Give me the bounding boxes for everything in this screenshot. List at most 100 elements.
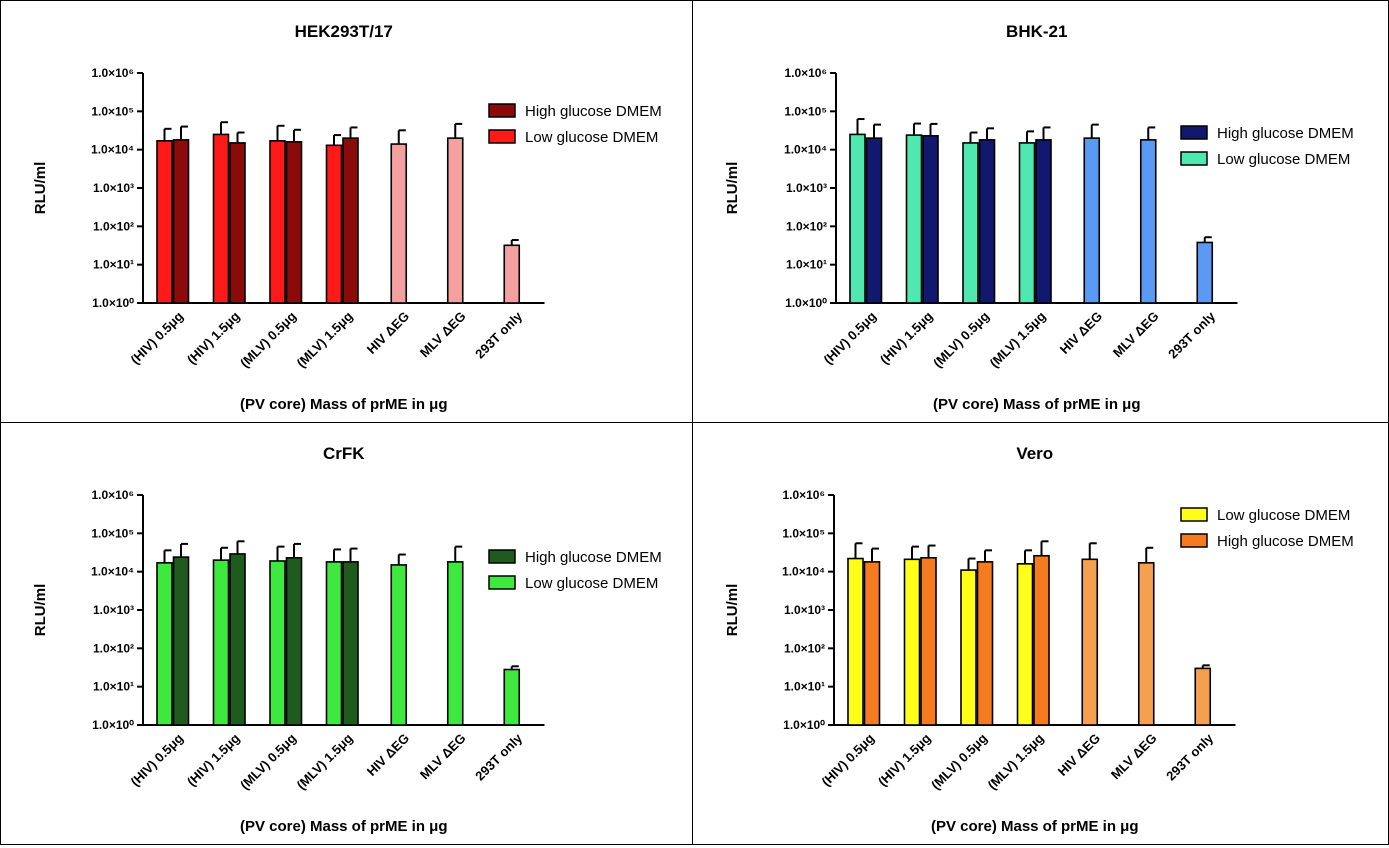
y-tick-label: 1.0×10¹: [784, 680, 825, 694]
y-tick-label: 1.0×10²: [784, 641, 825, 655]
y-tick-label: 1.0×10⁴: [91, 143, 134, 157]
x-tick-label: 293T only: [472, 730, 526, 784]
y-tick-label: 1.0×10⁶: [91, 488, 134, 502]
bar: [325, 561, 343, 726]
bar: [962, 142, 979, 304]
legend-swatch: [1180, 151, 1208, 166]
chart-title: CrFK: [323, 444, 365, 463]
legend-label: High glucose DMEM: [1217, 125, 1354, 142]
legend-swatch: [488, 103, 516, 118]
x-tick-label: (MLV) 0.5μg: [928, 730, 990, 792]
y-tick-label: 1.0×10⁵: [784, 104, 827, 118]
chart-panel-crfk: CrFK RLU/ml (PV core) Mass of prME in μg 1.…: [0, 422, 692, 845]
y-tick-label: 1.0×10⁵: [782, 526, 825, 540]
chart-panel-vero: Vero RLU/ml (PV core) Mass of prME in μg 1.…: [692, 422, 1389, 845]
bar: [156, 562, 173, 726]
bar: [847, 557, 864, 726]
bar: [156, 140, 173, 304]
legend-swatch: [1180, 507, 1208, 522]
bar: [903, 558, 921, 726]
x-axis-label: (PV core) Mass of prME in μg: [240, 818, 448, 835]
y-tick-label: 1.0×10²: [786, 219, 827, 233]
chart-vero: Vero RLU/ml (PV core) Mass of prME in μg 1.…: [724, 444, 1354, 835]
y-tick-label: 1.0×10⁴: [91, 565, 134, 579]
bar: [1194, 667, 1212, 726]
y-axis-label: RLU/ml: [32, 162, 49, 215]
x-tick-label: (HIV) 0.5μg: [818, 730, 877, 789]
y-tick-label: 1.0×10⁵: [91, 104, 134, 118]
chart-title: Vero: [1016, 444, 1053, 463]
y-axis-label: RLU/ml: [32, 584, 49, 637]
chart-bhk21: BHK-21 RLU/ml (PV core) Mass of prME in μg…: [724, 22, 1354, 413]
bar: [865, 137, 883, 304]
bar: [1081, 558, 1099, 726]
y-tick-label: 1.0×10⁶: [782, 488, 825, 502]
y-tick-label: 1.0×10¹: [786, 258, 827, 272]
legend-label: Low glucose DMEM: [525, 575, 658, 592]
y-tick-label: 1.0×10⁶: [91, 66, 134, 80]
legend-label: Low glucose DMEM: [1217, 151, 1350, 168]
bar: [390, 143, 408, 304]
bar: [446, 561, 464, 726]
bar: [960, 569, 977, 726]
bar: [342, 561, 359, 726]
bar: [285, 141, 303, 304]
legend-label: Low glucose DMEM: [1217, 507, 1350, 524]
x-tick-label: (HIV) 1.5μg: [875, 730, 934, 789]
bar: [1018, 142, 1036, 304]
y-axis-label: RLU/ml: [724, 584, 741, 637]
bar: [978, 139, 996, 304]
x-tick-label: 293T only: [1165, 308, 1219, 362]
y-tick-label: 1.0×10³: [786, 181, 827, 195]
bar: [1035, 139, 1052, 304]
y-tick-label: 1.0×10⁰: [92, 718, 134, 732]
y-tick-label: 1.0×10³: [93, 181, 134, 195]
x-tick-label: (HIV) 0.5μg: [820, 308, 879, 367]
y-tick-label: 1.0×10¹: [93, 258, 134, 272]
legend-label: High glucose DMEM: [1217, 533, 1354, 550]
bar: [229, 142, 246, 304]
y-tick-label: 1.0×10⁰: [785, 296, 827, 310]
x-tick-label: (HIV) 1.5μg: [184, 730, 243, 789]
x-tick-label: HIV ΔEG: [1055, 731, 1103, 779]
x-tick-label: (MLV) 1.5μg: [987, 308, 1049, 370]
x-tick-label: (MLV) 1.5μg: [985, 730, 1047, 792]
bar: [229, 553, 246, 726]
y-axis-label: RLU/ml: [724, 162, 741, 215]
x-tick-label: (MLV) 0.5μg: [237, 730, 299, 792]
y-tick-label: 1.0×10¹: [93, 680, 134, 694]
bar: [1196, 241, 1214, 304]
bar: [922, 135, 939, 304]
bar: [172, 139, 190, 304]
bar: [212, 559, 230, 726]
y-tick-label: 1.0×10⁴: [782, 565, 825, 579]
x-axis-label: (PV core) Mass of prME in μg: [240, 396, 448, 413]
bar: [1139, 139, 1157, 304]
bar: [503, 244, 521, 304]
bar: [212, 133, 230, 304]
bar: [342, 137, 359, 304]
y-tick-label: 1.0×10⁶: [784, 66, 827, 80]
x-tick-label: (MLV) 0.5μg: [930, 308, 992, 370]
x-tick-label: MLV ΔEG: [417, 309, 469, 361]
legend-swatch: [488, 129, 516, 144]
bar: [269, 560, 286, 726]
y-tick-label: 1.0×10⁵: [91, 526, 134, 540]
legend-swatch: [488, 575, 516, 590]
x-tick-label: 293T only: [472, 308, 526, 362]
x-tick-label: (MLV) 1.5μg: [294, 730, 356, 792]
x-tick-label: HIV ΔEG: [1057, 309, 1105, 357]
bar: [1137, 562, 1155, 726]
bar: [1083, 137, 1101, 304]
bar: [325, 144, 343, 304]
y-tick-label: 1.0×10⁰: [783, 718, 825, 732]
legend-label: High glucose DMEM: [525, 103, 662, 120]
chart-panel-bhk21: BHK-21 RLU/ml (PV core) Mass of prME in μg…: [692, 0, 1389, 422]
y-tick-label: 1.0×10⁴: [784, 143, 827, 157]
bar: [172, 556, 190, 726]
bar: [285, 557, 303, 726]
legend-swatch: [1180, 533, 1208, 548]
x-tick-label: (HIV) 0.5μg: [127, 308, 186, 367]
bar: [269, 140, 286, 304]
y-tick-label: 1.0×10²: [93, 219, 134, 233]
